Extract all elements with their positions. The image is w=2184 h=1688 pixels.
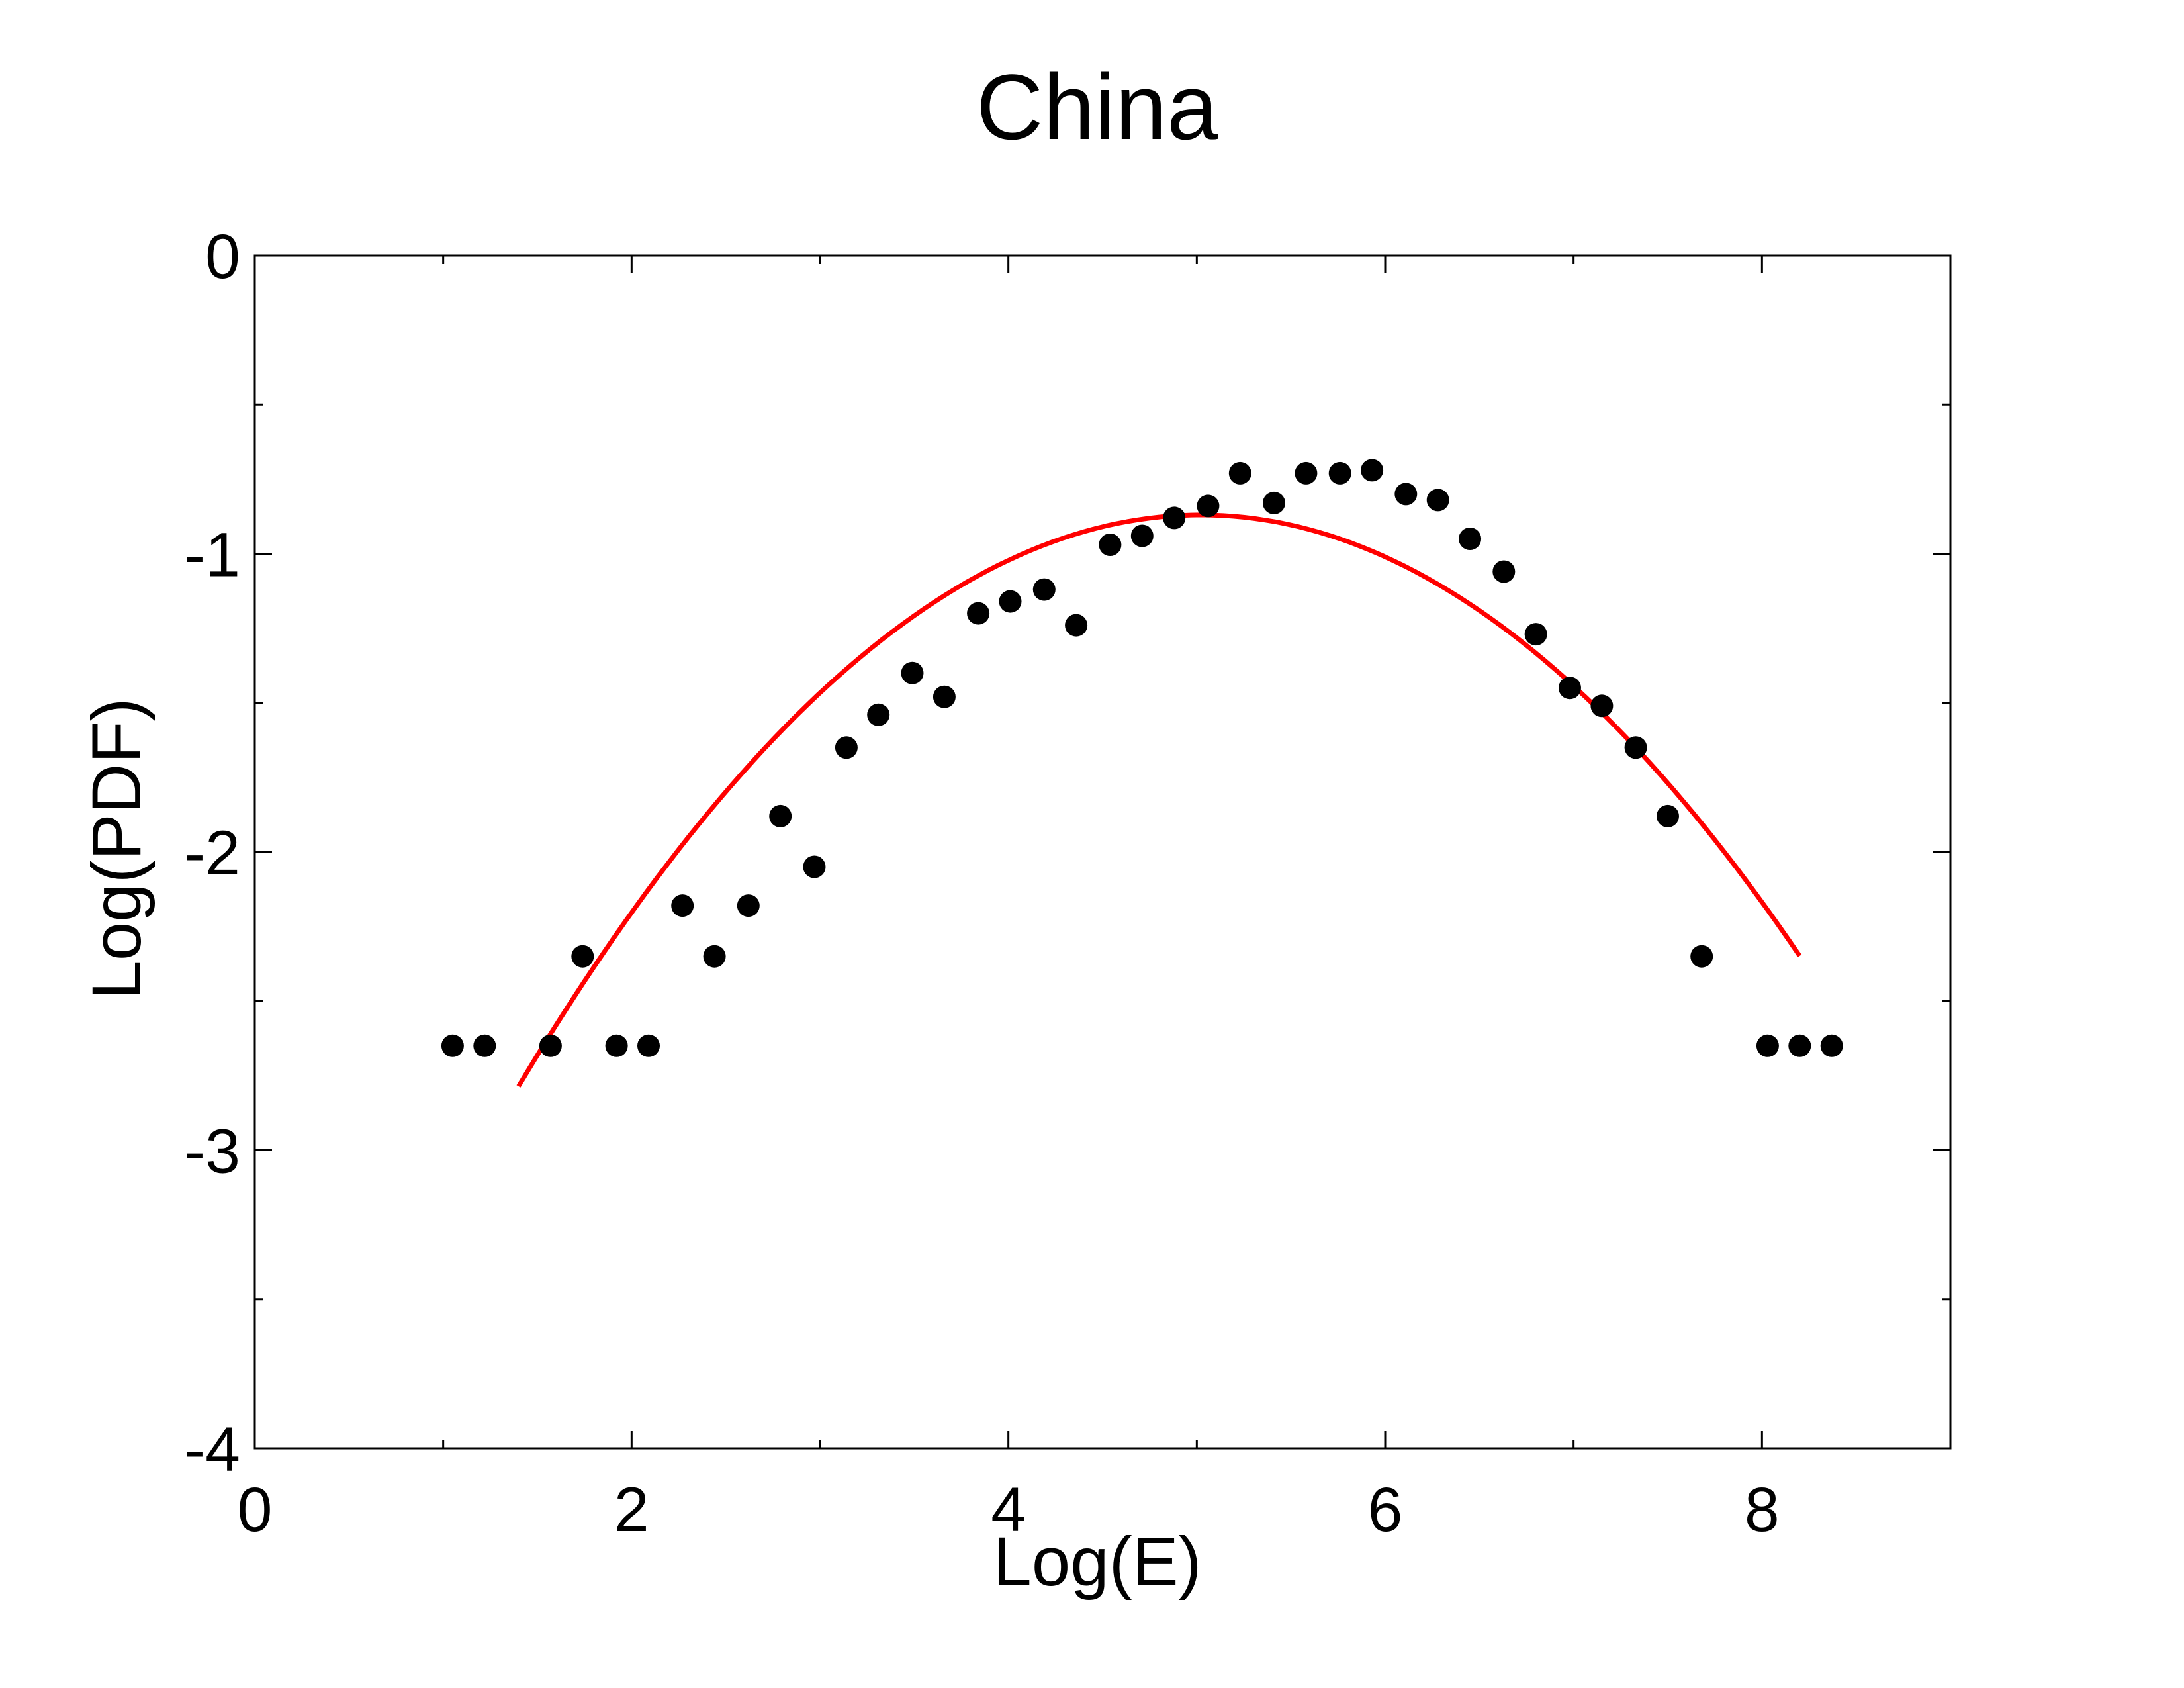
data-point <box>1130 524 1154 547</box>
x-tick-label: 4 <box>991 1475 1026 1545</box>
data-point <box>605 1034 628 1057</box>
data-point <box>1459 528 1482 550</box>
y-tick-label: -3 <box>185 1117 240 1187</box>
data-point <box>769 804 792 827</box>
x-tick-label: 8 <box>1745 1475 1780 1545</box>
y-axis-label: Log(PDF) <box>78 698 156 999</box>
data-point <box>1228 461 1251 485</box>
data-point <box>803 855 826 878</box>
data-point <box>1361 459 1384 482</box>
x-tick-label: 0 <box>238 1475 273 1545</box>
data-point <box>1163 506 1186 530</box>
data-point <box>1032 578 1056 601</box>
plot-area <box>441 459 1843 1088</box>
data-point <box>1590 694 1614 718</box>
data-point <box>473 1034 496 1057</box>
chart-title: China <box>976 55 1218 159</box>
data-point <box>999 590 1022 613</box>
data-point <box>703 945 726 968</box>
x-tick-label: 2 <box>614 1475 649 1545</box>
data-point <box>1524 623 1547 646</box>
data-point <box>1295 461 1318 485</box>
data-point <box>1756 1034 1779 1057</box>
data-point <box>1690 945 1713 968</box>
data-point <box>539 1034 562 1057</box>
data-point <box>1197 494 1220 518</box>
data-point <box>1263 491 1285 514</box>
data-point <box>737 894 760 917</box>
data-point <box>1624 736 1647 759</box>
data-point <box>933 685 956 708</box>
data-point <box>1788 1034 1811 1057</box>
x-tick-label: 6 <box>1368 1475 1403 1545</box>
data-point <box>867 703 890 726</box>
data-point <box>571 945 594 968</box>
data-point <box>835 736 858 759</box>
data-point <box>967 602 990 625</box>
y-tick-label: 0 <box>205 222 240 292</box>
data-point <box>1099 534 1122 556</box>
data-point <box>1328 461 1351 485</box>
data-point <box>1559 677 1581 700</box>
data-point <box>1820 1034 1843 1057</box>
data-point <box>1492 560 1516 583</box>
data-point <box>1394 483 1418 506</box>
y-tick-label: -2 <box>185 818 240 888</box>
tick-labels: 0 2 4 6 8 0 -1 -2 -3 -4 <box>185 222 1780 1545</box>
axis-ticks <box>253 254 1952 1450</box>
fit-curve-line <box>516 512 1802 1088</box>
y-tick-label: -4 <box>185 1415 240 1485</box>
data-point <box>1065 614 1088 637</box>
x-axis-label: Log(E) <box>993 1523 1201 1601</box>
data-point <box>671 894 694 917</box>
data-point <box>901 661 924 684</box>
data-point <box>1426 489 1449 512</box>
data-point <box>637 1034 660 1057</box>
y-tick-label: -1 <box>185 520 240 590</box>
data-point <box>441 1034 464 1057</box>
data-point <box>1657 804 1679 827</box>
